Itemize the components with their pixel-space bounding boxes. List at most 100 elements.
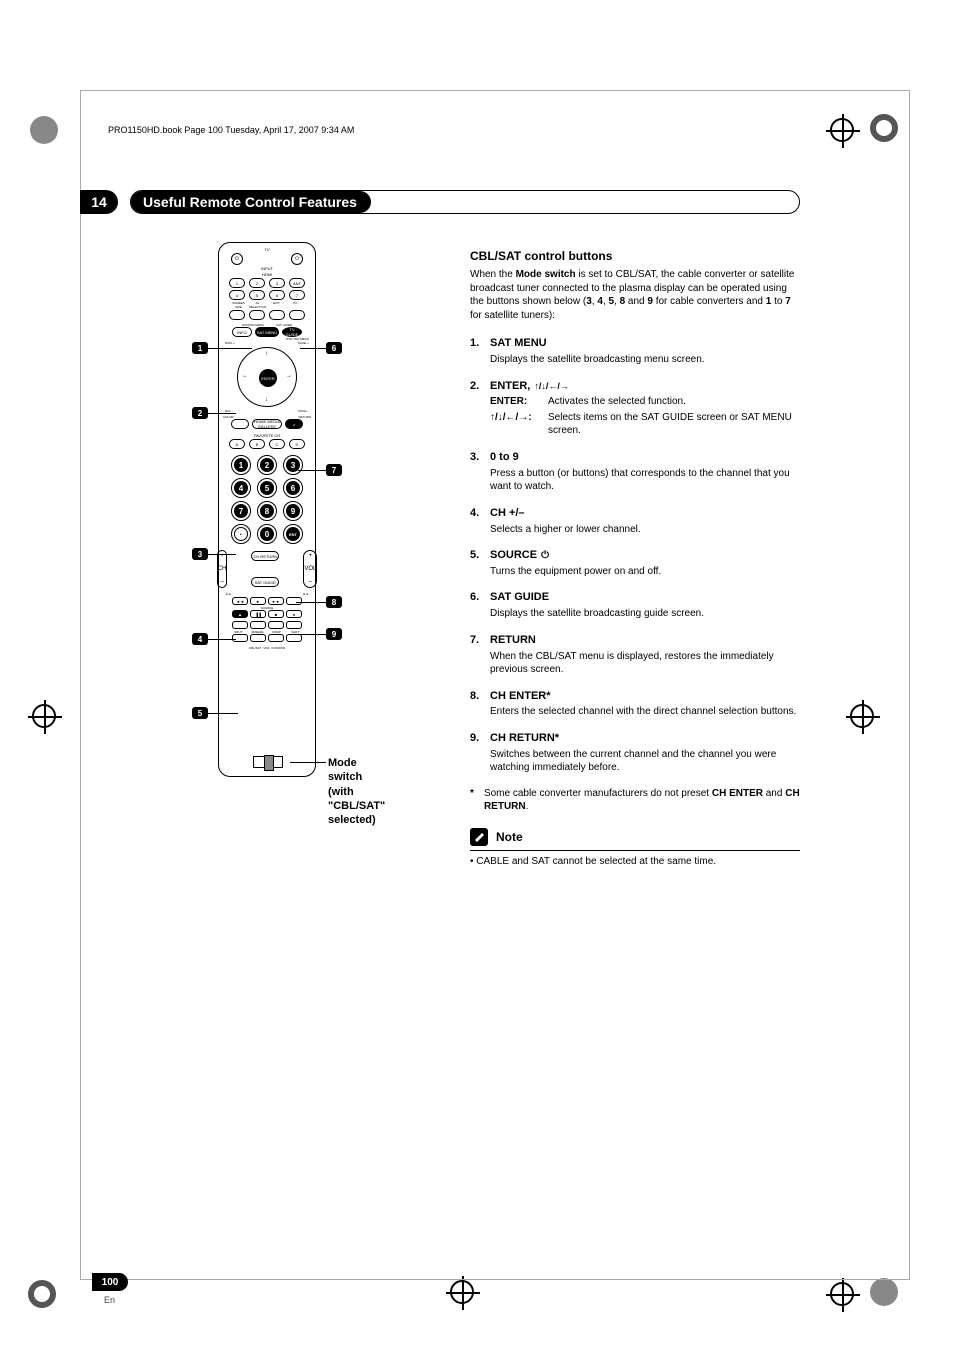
in-4: 4 <box>229 290 245 300</box>
num-8: 8 <box>257 501 277 521</box>
item-5: 5. SOURCE ⏻ Turns the equipment power on… <box>470 548 800 578</box>
remote-body: TV ⏻ ⏻ INPUT HDMI 1 2 3 ANT 4 5 6 7 SCRE… <box>218 242 316 777</box>
num-6: 6 <box>283 478 303 498</box>
ss-btn <box>229 310 245 320</box>
num-grid: 1 2 3 4 5 6 7 8 9 · 0 ENT <box>219 455 315 544</box>
rec: ● <box>286 610 302 618</box>
b2 <box>250 634 266 642</box>
note-label: Note <box>496 829 523 845</box>
crop-mark-tl-solid <box>30 116 58 144</box>
item-7: 7. RETURN When the CBL/SAT menu is displ… <box>470 633 800 677</box>
in-7: 7 <box>289 290 305 300</box>
page-lang: En <box>104 1295 115 1305</box>
callout-8: 8 <box>326 596 342 608</box>
fav-d: D <box>289 439 305 449</box>
section-heading: CBL/SAT control buttons <box>470 248 800 264</box>
crop-mark-br-solid <box>870 1278 898 1306</box>
play-grid: ◄◄ ► ►► <box>219 597 315 605</box>
misc1 <box>232 621 248 629</box>
item-3: 3. 0 to 9 Press a button (or buttons) th… <box>470 450 800 494</box>
pc-btn <box>289 310 305 320</box>
item-9: 9. CH RETURN* Switches between the curre… <box>470 731 800 775</box>
bottom-grid <box>219 634 315 642</box>
num-3: 3 <box>283 455 303 475</box>
num-dot: · <box>231 524 251 544</box>
stop2 <box>286 597 302 605</box>
mode-switch <box>253 756 283 768</box>
lbl-av: AV SELECTION <box>249 301 267 309</box>
misc2 <box>250 621 266 629</box>
callout-1: 1 <box>192 342 208 354</box>
vol-rocker: +VOL– <box>303 550 317 588</box>
sat-menu-btn: SAT MENU <box>255 327 279 337</box>
in-5: 5 <box>249 290 265 300</box>
item-1: 1. SAT MENU Displays the satellite broad… <box>470 336 800 366</box>
rew: ◄◄ <box>232 597 248 605</box>
color-btn <box>231 419 249 429</box>
footnote: * Some cable converter manufacturers do … <box>470 787 800 814</box>
hmg-btn: HOME MEDIA GALLERY <box>252 419 282 429</box>
num-4: 4 <box>231 478 251 498</box>
source-btn: ▲ <box>232 610 248 618</box>
fav-c: C <box>269 439 285 449</box>
page-number: 100 <box>92 1273 128 1291</box>
lbl-pc: PC <box>287 301 305 309</box>
b1 <box>232 634 248 642</box>
chapter-title-wrap: Useful Remote Control Features <box>130 190 800 214</box>
reg-target-br <box>830 1282 854 1306</box>
play-grid-3 <box>219 621 315 629</box>
lbl-ss: SCREEN SIZE <box>230 301 248 309</box>
misc3 <box>268 621 284 629</box>
num-ent: ENT <box>283 524 303 544</box>
callout-5: 5 <box>192 707 208 719</box>
content-column: CBL/SAT control buttons When the Mode sw… <box>470 248 800 868</box>
standby-btn: ⏻ <box>291 253 303 265</box>
reg-target-bot <box>450 1280 474 1304</box>
remote-illustration: TV ⏻ ⏻ INPUT HDMI 1 2 3 ANT 4 5 6 7 SCRE… <box>218 242 316 777</box>
b3 <box>268 634 284 642</box>
in-6: 6 <box>269 290 285 300</box>
page-minus: PAGE – <box>298 409 309 413</box>
hdmi-label: HDMI <box>219 272 315 277</box>
num-0: 0 <box>257 524 277 544</box>
tv-guide-btn: TV GUIDE <box>282 327 302 337</box>
exit-btn <box>269 310 285 320</box>
in-2: 2 <box>249 278 265 288</box>
in-1: 1 <box>229 278 245 288</box>
num-1: 1 <box>231 455 251 475</box>
av-btn <box>249 310 265 320</box>
misc4 <box>286 621 302 629</box>
note-icon <box>470 828 488 846</box>
color-lbl: COLOR <box>223 415 234 419</box>
note-bullet: • CABLE and SAT cannot be selected at th… <box>470 855 800 869</box>
item-4: 4. CH +/– Selects a higher or lower chan… <box>470 506 800 536</box>
ch-return: CH RETURN <box>251 551 279 561</box>
item-8: 8. CH ENTER* Enters the selected channel… <box>470 689 800 719</box>
fav-label: FAVORITE CH <box>219 433 315 438</box>
in-3: 3 <box>269 278 285 288</box>
play: ► <box>250 597 266 605</box>
mode3: DVD/DVR <box>272 646 286 650</box>
b4 <box>286 634 302 642</box>
mode1: CBL/SAT <box>249 646 261 650</box>
ff: ►► <box>268 597 284 605</box>
sat-guide: SAT GUIDE <box>251 577 279 587</box>
callout-2: 2 <box>192 407 208 419</box>
callout-7: 7 <box>326 464 342 476</box>
dpad: ↑ ↓ ← → ENTER <box>237 347 297 407</box>
reg-target-ml <box>32 704 56 728</box>
callout-4: 4 <box>192 633 208 645</box>
disc-plus: DISC + <box>225 341 235 345</box>
chapter-number-tab: 14 <box>80 190 118 214</box>
lbl-exit: EXIT <box>268 301 286 309</box>
chapter-title: Useful Remote Control Features <box>131 191 371 213</box>
callout-9: 9 <box>326 628 342 640</box>
page-plus: PAGE + <box>298 341 309 345</box>
power-btn: ⏻ <box>231 253 243 265</box>
callout-3: 3 <box>192 548 208 560</box>
play-grid-2: ▲ ▐▐ ■ ● <box>219 610 315 618</box>
callout-6: 6 <box>326 342 342 354</box>
num-7: 7 <box>231 501 251 521</box>
crop-mark-bl-ring <box>28 1280 56 1308</box>
return-lbl: RETURN <box>298 415 311 419</box>
